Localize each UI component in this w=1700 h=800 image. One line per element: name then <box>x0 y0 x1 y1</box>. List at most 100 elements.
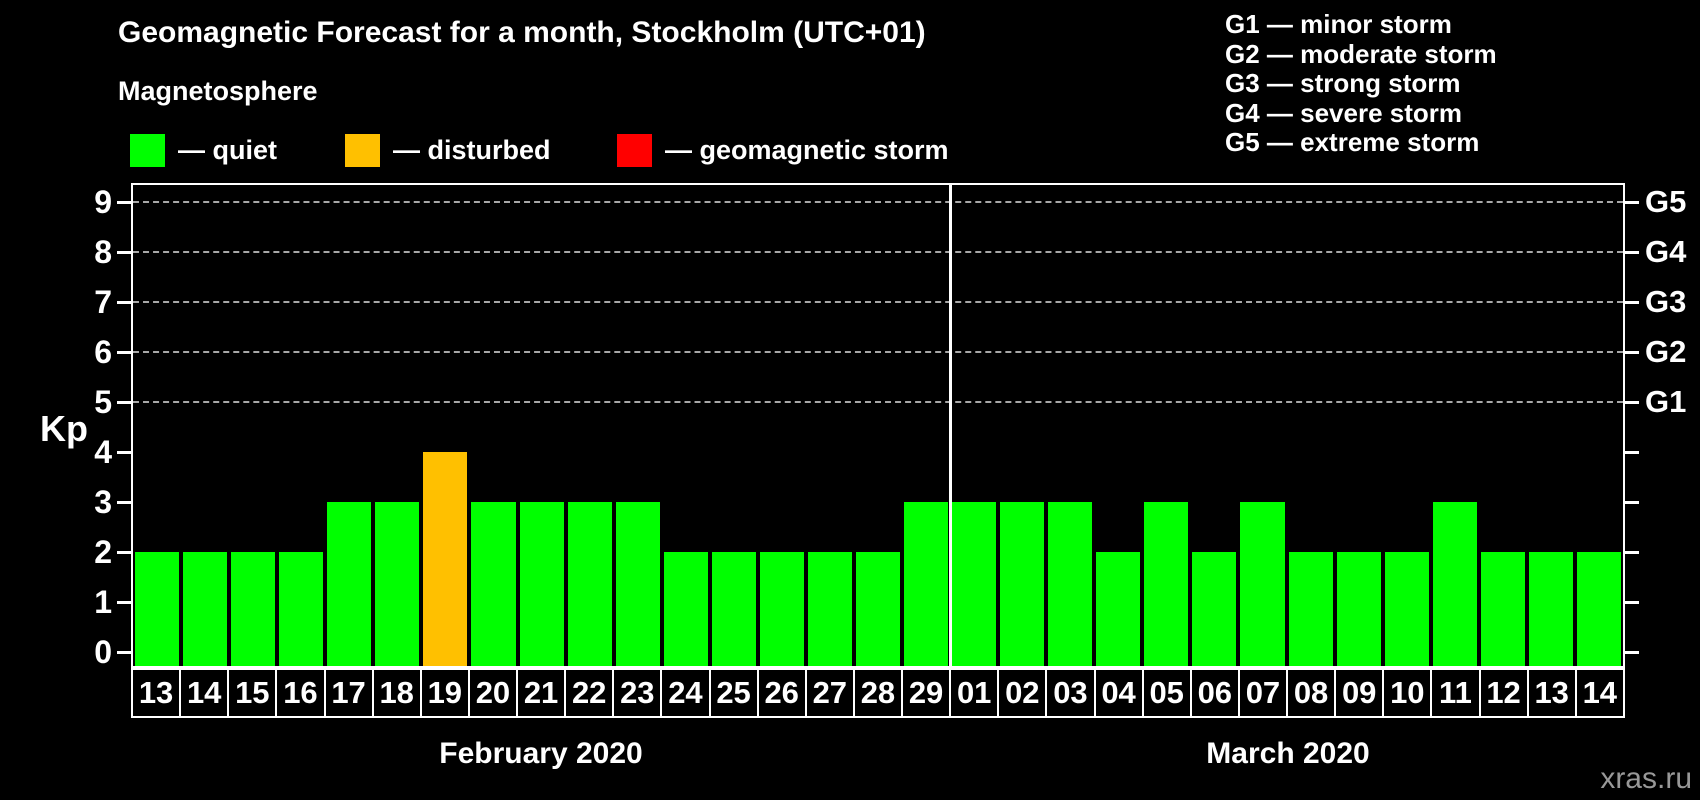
bar-mar-04 <box>1096 552 1141 666</box>
page-title: Geomagnetic Forecast for a month, Stockh… <box>118 16 926 49</box>
bar-feb-15 <box>231 552 276 666</box>
right-tick-4 <box>1625 451 1639 454</box>
y-tick-label-7: 7 <box>94 284 112 320</box>
day-label-feb-29: 29 <box>901 670 949 716</box>
day-label-feb-14: 14 <box>179 670 227 716</box>
day-label-mar-09: 09 <box>1334 670 1382 716</box>
right-axis-label-g5: G5 <box>1645 184 1687 219</box>
bar-feb-24 <box>663 552 708 666</box>
bar-feb-22 <box>567 502 612 666</box>
day-label-feb-24: 24 <box>660 670 708 716</box>
x-axis-day-strip: 13 14 15 16 17 18 19 20 21 22 23 24 25 26 27 28 29 01 02 03… <box>131 668 1625 718</box>
bar-mar-05 <box>1144 502 1189 666</box>
right-tick-5 <box>1625 401 1639 404</box>
bar-mar-01 <box>952 502 997 666</box>
bar-mar-11 <box>1432 502 1477 666</box>
day-label-feb-16: 16 <box>275 670 323 716</box>
g5-legend-line: G5 — extreme storm <box>1225 127 1480 157</box>
right-tick-0 <box>1625 651 1639 654</box>
left-tick-7 <box>117 301 131 304</box>
legend-label-quiet: — quiet <box>178 134 277 165</box>
month-separator-line <box>948 185 952 666</box>
bar-feb-17 <box>327 502 372 666</box>
bar-mar-08 <box>1288 552 1333 666</box>
bar-feb-19 <box>423 452 468 666</box>
day-label-feb-27: 27 <box>804 670 853 716</box>
day-label-feb-17: 17 <box>323 670 372 716</box>
day-label-mar-10: 10 <box>1382 670 1430 716</box>
day-label-mar-13: 13 <box>1526 670 1575 716</box>
left-tick-9 <box>117 201 131 204</box>
day-label-mar-05: 05 <box>1141 670 1190 716</box>
day-label-feb-18: 18 <box>371 670 420 716</box>
day-label-feb-23: 23 <box>612 670 660 716</box>
day-label-feb-20: 20 <box>467 670 516 716</box>
y-axis-title: Kp <box>40 408 88 449</box>
day-label-feb-13: 13 <box>138 675 174 710</box>
bar-mar-07 <box>1240 502 1285 666</box>
left-tick-8 <box>117 251 131 254</box>
month-label-march: March 2020 <box>1206 737 1370 770</box>
bar-mar-09 <box>1336 552 1381 666</box>
bar-mar-02 <box>1000 502 1045 666</box>
day-label-mar-04: 04 <box>1093 670 1142 716</box>
bar-feb-23 <box>615 502 660 666</box>
watermark: xras.ru <box>1600 762 1692 795</box>
day-label-mar-07: 07 <box>1237 670 1286 716</box>
day-label-feb-19: 19 <box>419 670 468 716</box>
left-tick-5 <box>117 401 131 404</box>
left-tick-3 <box>117 501 131 504</box>
y-tick-label-1: 1 <box>94 584 112 620</box>
left-tick-2 <box>117 551 131 554</box>
day-label-mar-02: 02 <box>997 670 1045 716</box>
day-label-mar-11: 11 <box>1430 670 1478 716</box>
bar-feb-28 <box>855 552 901 666</box>
bar-mar-03 <box>1048 502 1093 666</box>
right-tick-2 <box>1625 551 1639 554</box>
gridline-kp-5 <box>133 401 1623 403</box>
g2-legend-line: G2 — moderate storm <box>1225 38 1497 69</box>
day-label-feb-25: 25 <box>708 670 757 716</box>
right-axis-label-g1: G1 <box>1645 384 1687 419</box>
right-tick-6 <box>1625 351 1639 354</box>
right-axis-label-g2: G2 <box>1645 334 1687 369</box>
gridline-kp-7 <box>133 301 1623 303</box>
legend-label-storm: — geomagnetic storm <box>665 134 949 165</box>
plot-area <box>131 183 1625 668</box>
bar-feb-13 <box>135 552 180 666</box>
legend-label-disturbed: — disturbed <box>393 134 551 165</box>
bar-mar-06 <box>1192 552 1237 666</box>
day-label-feb-22: 22 <box>564 670 612 716</box>
day-label-feb-21: 21 <box>516 670 564 716</box>
bar-feb-29 <box>904 502 949 666</box>
right-axis-label-g4: G4 <box>1645 234 1687 269</box>
bar-feb-21 <box>519 502 564 666</box>
g4-legend-line: G4 — severe storm <box>1225 97 1463 128</box>
day-label-mar-14: 14 <box>1574 670 1623 716</box>
g3-legend-line: G3 — strong storm <box>1225 68 1461 98</box>
day-label-mar-08: 08 <box>1286 670 1334 716</box>
day-label-feb-15: 15 <box>227 670 275 716</box>
plot-inner <box>133 185 1623 666</box>
gridline-kp-9 <box>133 201 1623 203</box>
storm-swatch-icon <box>617 133 652 167</box>
g-storm-legend: G1 — minor storm G2 — moderate storm G3 … <box>1225 9 1497 158</box>
y-tick-label-9: 9 <box>94 184 112 220</box>
legend-item-disturbed: — disturbed <box>345 132 551 168</box>
bar-feb-18 <box>375 502 420 666</box>
y-tick-label-6: 6 <box>94 334 112 370</box>
month-label-february: February 2020 <box>439 737 643 770</box>
day-label-mar-12: 12 <box>1478 670 1527 716</box>
day-label-mar-06: 06 <box>1189 670 1238 716</box>
right-tick-3 <box>1625 501 1639 504</box>
day-label-mar-03: 03 <box>1045 670 1093 716</box>
bar-feb-20 <box>471 502 516 666</box>
bar-feb-27 <box>807 552 852 666</box>
day-label-feb-28: 28 <box>852 670 901 716</box>
bar-mar-13 <box>1528 552 1573 666</box>
y-tick-label-8: 8 <box>94 234 112 270</box>
left-tick-6 <box>117 351 131 354</box>
left-tick-0 <box>117 651 131 654</box>
day-label-mar-01: 01 <box>949 670 997 716</box>
